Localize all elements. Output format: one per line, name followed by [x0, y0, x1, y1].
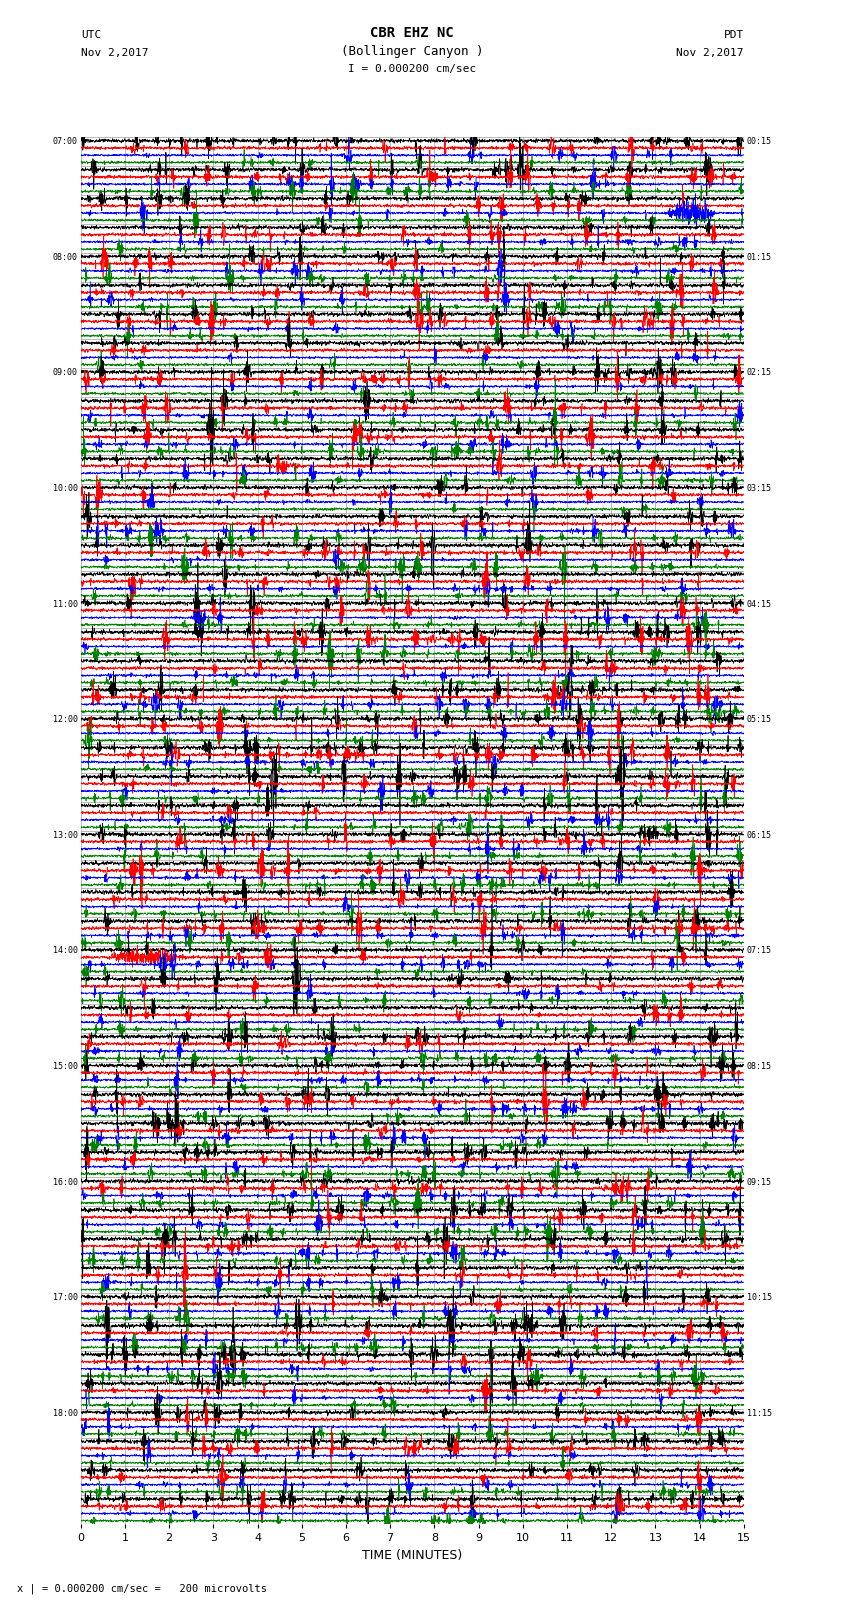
Text: Nov 2,2017: Nov 2,2017: [81, 48, 148, 58]
Text: PDT: PDT: [723, 31, 744, 40]
Text: UTC: UTC: [81, 31, 101, 40]
X-axis label: TIME (MINUTES): TIME (MINUTES): [362, 1548, 462, 1561]
Text: x | = 0.000200 cm/sec =   200 microvolts: x | = 0.000200 cm/sec = 200 microvolts: [17, 1582, 267, 1594]
Text: (Bollinger Canyon ): (Bollinger Canyon ): [341, 45, 484, 58]
Text: Nov 2,2017: Nov 2,2017: [677, 48, 744, 58]
Text: I = 0.000200 cm/sec: I = 0.000200 cm/sec: [348, 65, 476, 74]
Text: CBR EHZ NC: CBR EHZ NC: [371, 26, 454, 40]
